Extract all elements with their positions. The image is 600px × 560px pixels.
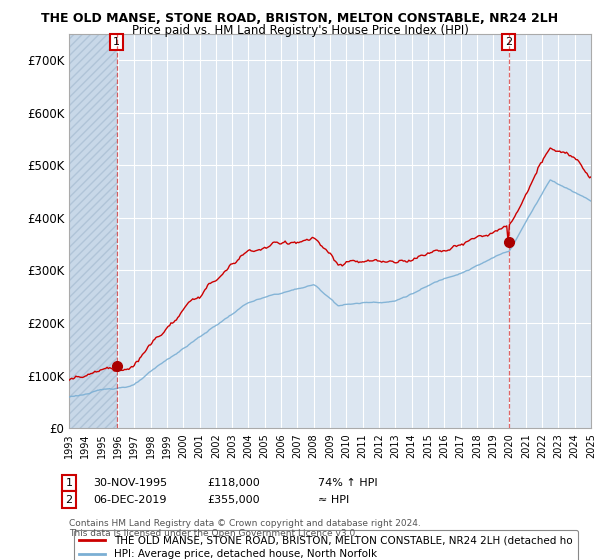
Text: 2: 2 xyxy=(65,494,73,505)
Text: ≈ HPI: ≈ HPI xyxy=(318,494,349,505)
Text: 30-NOV-1995: 30-NOV-1995 xyxy=(93,478,167,488)
Text: Price paid vs. HM Land Registry's House Price Index (HPI): Price paid vs. HM Land Registry's House … xyxy=(131,24,469,37)
Text: 74% ↑ HPI: 74% ↑ HPI xyxy=(318,478,377,488)
Text: £118,000: £118,000 xyxy=(207,478,260,488)
Text: 06-DEC-2019: 06-DEC-2019 xyxy=(93,494,167,505)
Text: £355,000: £355,000 xyxy=(207,494,260,505)
Legend: THE OLD MANSE, STONE ROAD, BRISTON, MELTON CONSTABLE, NR24 2LH (detached ho, HPI: THE OLD MANSE, STONE ROAD, BRISTON, MELT… xyxy=(74,530,578,560)
Text: 1: 1 xyxy=(113,37,120,46)
Text: 1: 1 xyxy=(65,478,73,488)
Text: Contains HM Land Registry data © Crown copyright and database right 2024.
This d: Contains HM Land Registry data © Crown c… xyxy=(69,519,421,538)
Bar xyxy=(69,34,116,428)
Text: 2: 2 xyxy=(505,37,512,46)
Text: THE OLD MANSE, STONE ROAD, BRISTON, MELTON CONSTABLE, NR24 2LH: THE OLD MANSE, STONE ROAD, BRISTON, MELT… xyxy=(41,12,559,25)
